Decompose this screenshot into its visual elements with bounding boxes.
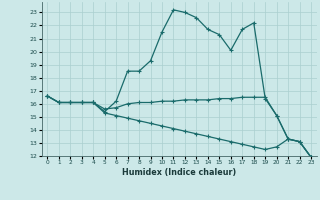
X-axis label: Humidex (Indice chaleur): Humidex (Indice chaleur) [122,168,236,177]
